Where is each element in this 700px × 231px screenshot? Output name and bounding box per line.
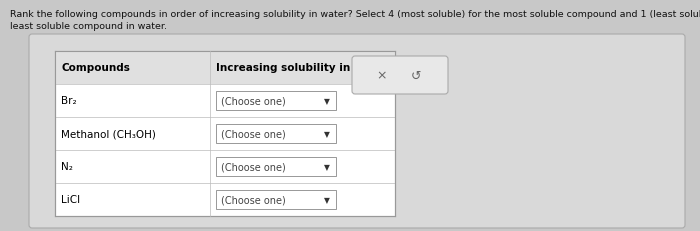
Text: (Choose one): (Choose one) <box>221 96 286 106</box>
FancyBboxPatch shape <box>216 190 336 210</box>
Text: ▼: ▼ <box>324 129 330 138</box>
Text: least soluble compound in water.: least soluble compound in water. <box>10 22 167 31</box>
Text: Methanol (CH₃OH): Methanol (CH₃OH) <box>61 129 156 139</box>
FancyBboxPatch shape <box>29 35 685 228</box>
Text: ▼: ▼ <box>324 162 330 171</box>
Text: ↺: ↺ <box>411 69 421 82</box>
Text: (Choose one): (Choose one) <box>221 162 286 172</box>
Text: ▼: ▼ <box>324 195 330 204</box>
FancyBboxPatch shape <box>216 91 336 111</box>
Text: LiCl: LiCl <box>61 195 80 205</box>
Text: Rank the following compounds in order of increasing solubility in water? Select : Rank the following compounds in order of… <box>10 10 700 19</box>
Text: (Choose one): (Choose one) <box>221 195 286 205</box>
FancyBboxPatch shape <box>55 52 395 85</box>
Text: Br₂: Br₂ <box>61 96 76 106</box>
Text: ▼: ▼ <box>324 97 330 106</box>
Text: Increasing solubility in water: Increasing solubility in water <box>216 63 388 73</box>
FancyBboxPatch shape <box>216 157 336 177</box>
Text: (Choose one): (Choose one) <box>221 129 286 139</box>
FancyBboxPatch shape <box>55 52 395 216</box>
FancyBboxPatch shape <box>216 124 336 144</box>
FancyBboxPatch shape <box>352 57 448 94</box>
Text: N₂: N₂ <box>61 162 73 172</box>
Text: Compounds: Compounds <box>61 63 130 73</box>
Text: ×: × <box>377 69 387 82</box>
